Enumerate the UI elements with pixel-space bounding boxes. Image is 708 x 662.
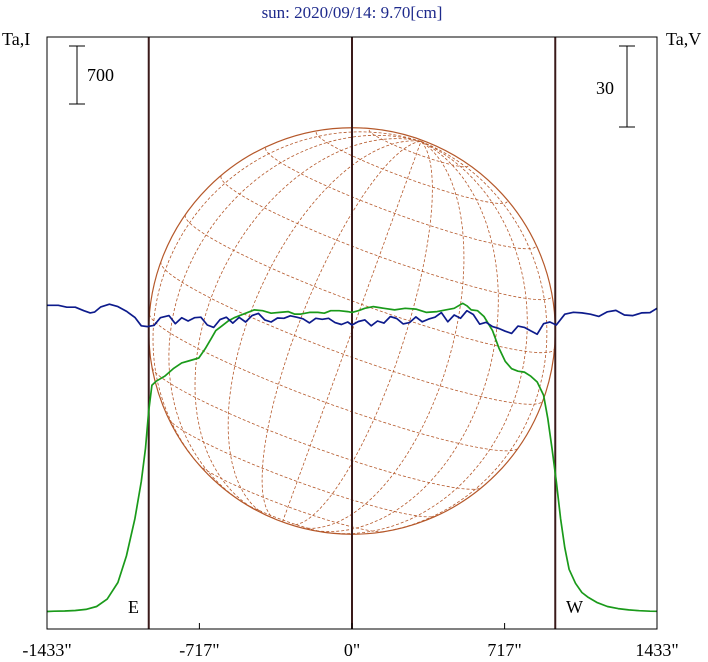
polarization-series-line bbox=[47, 303, 658, 336]
left-scale-value: 700 bbox=[87, 65, 114, 85]
disk-latitude-line bbox=[184, 214, 555, 354]
x-tick-label: 0" bbox=[344, 640, 360, 660]
x-tick-label: 717" bbox=[487, 640, 521, 660]
disk-longitude-line bbox=[327, 141, 528, 535]
disk-longitude-line bbox=[297, 141, 465, 529]
disk-latitude-line bbox=[315, 132, 508, 204]
west-limb-label: W bbox=[566, 597, 583, 617]
intensity-series-line bbox=[46, 302, 658, 613]
disk-longitude-line bbox=[311, 141, 499, 533]
x-tick-label: -717" bbox=[179, 640, 219, 660]
disk-latitude-line bbox=[168, 418, 436, 518]
disk-longitude-line bbox=[261, 141, 422, 520]
left-axis-label: Ta,I bbox=[2, 29, 30, 49]
disk-longitude-line bbox=[168, 134, 422, 502]
disk-longitude-line bbox=[194, 138, 422, 510]
solar-disk bbox=[148, 127, 556, 535]
disk-latitude-line bbox=[265, 147, 537, 250]
chart-title: sun: 2020/09/14: 9.70[cm] bbox=[262, 3, 443, 22]
east-limb-label: E bbox=[128, 597, 139, 617]
x-axis-ticks: -1433" -717" 0" 717" 1433" bbox=[22, 623, 679, 660]
left-scale-bar: 700 bbox=[69, 45, 114, 105]
disk-longitude-line bbox=[373, 141, 548, 534]
x-tick-label: 1433" bbox=[635, 640, 678, 660]
disk-latitude-line bbox=[151, 367, 482, 490]
right-axis-label: Ta,V bbox=[666, 29, 701, 49]
disk-longitude-line bbox=[227, 140, 422, 517]
limb-markers bbox=[147, 37, 557, 629]
disk-latitude-line bbox=[198, 464, 384, 533]
right-scale-bar: 30 bbox=[596, 45, 635, 128]
x-tick-label: -1433" bbox=[22, 640, 71, 660]
disk-latitude-line bbox=[149, 314, 519, 452]
disk-longitude-line bbox=[290, 141, 433, 526]
right-scale-value: 30 bbox=[596, 78, 614, 98]
series-lines bbox=[46, 302, 658, 613]
disk-longitude-line bbox=[152, 131, 422, 473]
disk-latitude-line bbox=[160, 261, 544, 405]
